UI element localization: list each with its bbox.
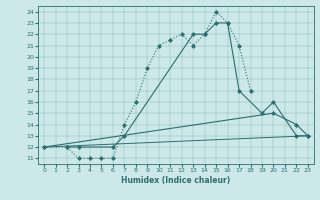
X-axis label: Humidex (Indice chaleur): Humidex (Indice chaleur): [121, 176, 231, 185]
